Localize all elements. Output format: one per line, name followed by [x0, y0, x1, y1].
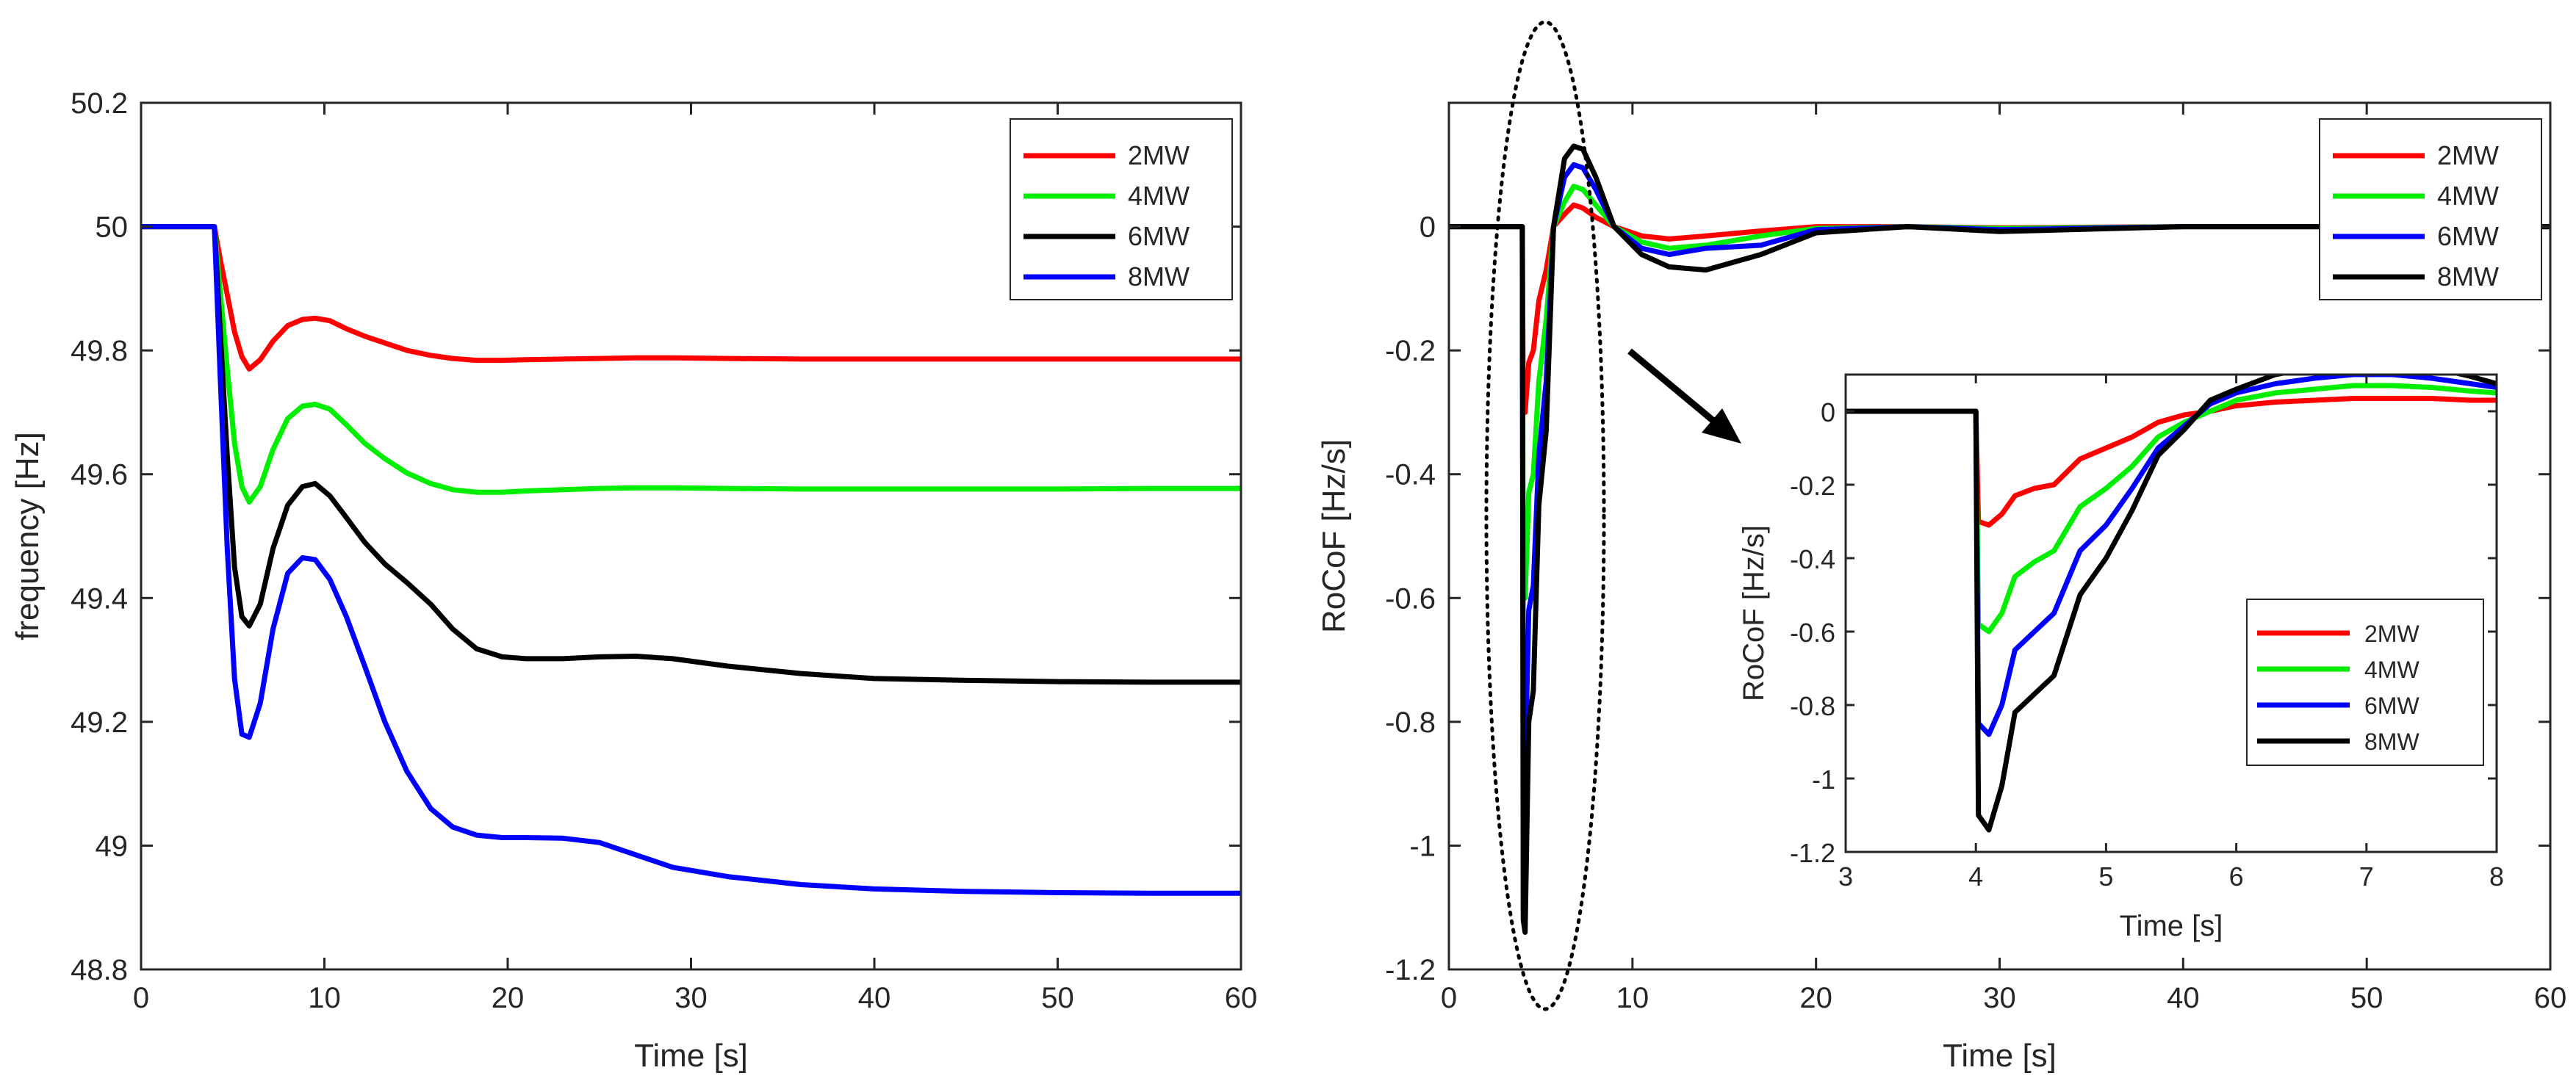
legend-label: 4MW — [2364, 657, 2420, 683]
y-tick-label: -0.6 — [1385, 582, 1436, 615]
legend-label: 4MW — [1128, 181, 1190, 211]
axes-box — [1844, 373, 2498, 853]
x-tick-label: 20 — [492, 982, 525, 1014]
y-axis-label: RoCoF [Hz/s] — [1316, 439, 1352, 633]
y-tick-label: -0.2 — [1790, 471, 1835, 501]
y-tick-label: -0.8 — [1790, 691, 1835, 721]
legend-label: 2MW — [1128, 140, 1190, 170]
y-axis-label: RoCoF [Hz/s] — [1738, 525, 1770, 701]
y-tick-label: -1 — [1409, 830, 1436, 862]
y-tick-label: 0 — [1821, 397, 1835, 427]
x-tick-label: 60 — [1225, 982, 1258, 1014]
x-axis-label: Time [s] — [1943, 1038, 2057, 1074]
series-line-4MW — [1846, 383, 2497, 635]
rocof-inset-chart: 3 4 5 6 7 8 -1.2 -1 -0.8 -0.6 -0.4 -0.2 0 Time [s] RoC… — [1738, 373, 2504, 942]
series-line-2MW — [141, 224, 1241, 372]
x-tick-label: 3 — [1838, 861, 1853, 892]
x-tick-label: 6 — [2229, 861, 2244, 892]
legend-label: 4MW — [2437, 181, 2499, 211]
x-tick-label: 60 — [2534, 982, 2567, 1014]
y-tick-label: -0.2 — [1385, 335, 1436, 367]
y-tick-label: 50 — [96, 212, 129, 244]
rocof-chart: 0 10 20 30 40 50 60-1.2-1-0.8-0.6-0.4-0.20Time… — [1316, 101, 2567, 1074]
series-line-4MW — [141, 224, 1241, 505]
x-tick-label: 20 — [1799, 982, 1832, 1014]
y-tick-label: -0.6 — [1790, 618, 1835, 648]
y-tick-label: 50.2 — [71, 87, 128, 120]
x-tick-label: 0 — [1441, 982, 1457, 1014]
y-tick-label: -0.4 — [1790, 544, 1835, 574]
x-tick-label: 10 — [308, 982, 341, 1014]
y-axis-label: frequency [Hz] — [10, 432, 46, 640]
y-tick-label: -0.8 — [1385, 707, 1436, 739]
x-tick-label: 30 — [674, 982, 708, 1014]
x-tick-label: 50 — [2350, 982, 2383, 1014]
x-axis-label: Time [s] — [634, 1038, 748, 1074]
legend-box — [1010, 118, 1233, 300]
x-tick-label: 4 — [1968, 861, 1983, 892]
legend-label: 2MW — [2437, 140, 2499, 170]
legend-label: 6MW — [1128, 221, 1190, 251]
legend-box — [2319, 118, 2542, 300]
legend: 2MW 4MW 6MW 8MW — [2246, 599, 2484, 766]
y-tick-label: -1 — [1812, 765, 1835, 795]
legend-box — [2246, 599, 2484, 766]
x-tick-label: 40 — [2167, 982, 2200, 1014]
legend-label: 8MW — [1128, 261, 1190, 292]
y-tick-label: 48.8 — [71, 954, 128, 986]
x-tick-label: 5 — [2098, 861, 2113, 892]
y-tick-label: 49.4 — [71, 582, 128, 615]
x-tick-label: 50 — [1041, 982, 1074, 1014]
zoom-annotations — [1484, 20, 1741, 1011]
legend-label: 8MW — [2437, 261, 2499, 292]
y-tick-label: 49.2 — [71, 707, 128, 739]
series-line-8MW — [141, 224, 1241, 896]
frequency-chart: 0 10 20 30 40 50 60 48.8 49 49.2 49.4 49.6 49.8 50 50.… — [10, 87, 1257, 1074]
zoom-arrow-head — [1702, 408, 1741, 444]
zoom-arrow-line — [1627, 348, 1720, 427]
x-tick-label: 0 — [133, 982, 149, 1014]
series-group — [141, 224, 1241, 896]
y-tick-label: 49 — [96, 830, 129, 862]
series-group — [1846, 375, 2497, 833]
series-line-2MW — [1846, 396, 2497, 528]
y-tick-label: -1.2 — [1385, 954, 1436, 986]
series-line-8MW — [1449, 143, 2550, 935]
y-tick-label: 0 — [1420, 212, 1436, 244]
x-tick-label: 7 — [2359, 861, 2374, 892]
zoom-region-ellipse — [1484, 20, 1606, 1011]
legend-label: 2MW — [2364, 621, 2420, 647]
x-tick-label: 40 — [858, 982, 891, 1014]
y-tick-label: -1.2 — [1790, 838, 1835, 868]
x-tick-label: 30 — [1983, 982, 2016, 1014]
legend-label: 6MW — [2364, 693, 2420, 719]
legend-label: 6MW — [2437, 221, 2499, 251]
series-line-8MW — [1846, 375, 2497, 833]
series-line-6MW — [141, 224, 1241, 685]
legend: 2MW 4MW 6MW 8MW — [2319, 118, 2542, 300]
x-tick-label: 8 — [2489, 861, 2504, 892]
legend-label: 8MW — [2364, 729, 2420, 755]
y-tick-label: -0.4 — [1385, 459, 1436, 491]
y-tick-label: 49.6 — [71, 459, 128, 491]
x-axis-label: Time [s] — [2120, 910, 2223, 942]
y-tick-label: 49.8 — [71, 335, 128, 367]
legend: 2MW 4MW 6MW 8MW — [1010, 118, 1233, 300]
series-line-6MW — [1846, 375, 2497, 737]
series-group — [1449, 143, 2550, 935]
x-tick-label: 10 — [1616, 982, 1649, 1014]
